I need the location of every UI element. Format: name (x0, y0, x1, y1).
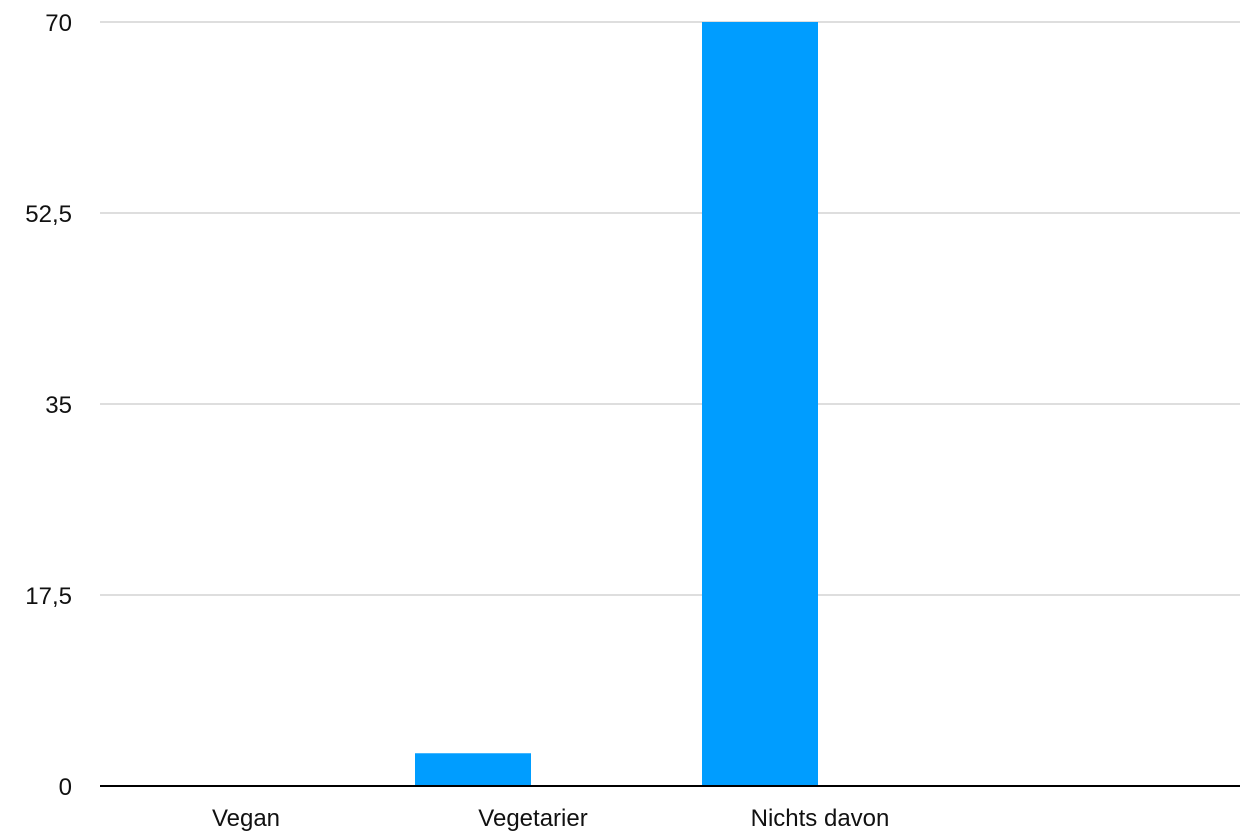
x-tick-label: Vegan (212, 805, 280, 832)
x-tick-labels: Vegan Vegetarier Nichts davon (212, 805, 889, 832)
y-tick-label: 70 (45, 10, 72, 37)
y-tick-label: 35 (45, 392, 72, 419)
y-tick-label: 17,5 (25, 583, 72, 610)
bar-vegetarier (415, 753, 531, 786)
y-tick-label: 52,5 (25, 201, 72, 228)
x-tick-label: Vegetarier (478, 805, 587, 832)
y-tick-labels: 0 17,5 35 52,5 70 (25, 10, 72, 801)
grid-lines (100, 21, 1240, 596)
bars (415, 22, 818, 786)
x-tick-label: Nichts davon (751, 805, 890, 832)
bar-nichts-davon (702, 22, 818, 786)
y-tick-label: 0 (59, 774, 72, 801)
